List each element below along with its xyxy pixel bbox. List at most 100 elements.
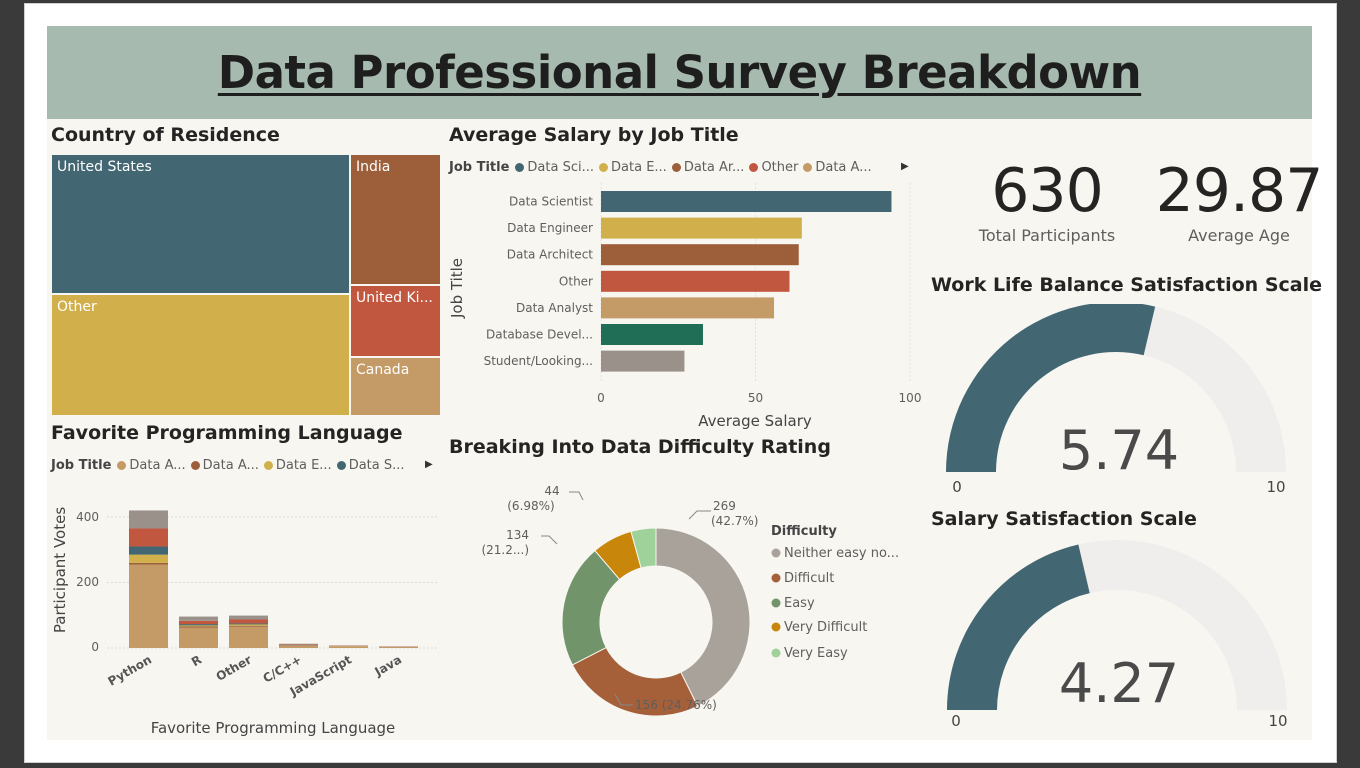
report-page: Data Professional Survey Breakdown Count…	[24, 3, 1337, 763]
legend-item[interactable]: Data A...	[117, 458, 186, 473]
language-bar-segment[interactable]	[229, 624, 268, 626]
language-bar-segment[interactable]	[329, 646, 368, 648]
donut-slice[interactable]	[655, 527, 751, 707]
age-value: 29.87	[1155, 156, 1324, 226]
legend-dot	[771, 622, 781, 632]
language-bar-segment[interactable]	[129, 528, 168, 547]
language-bar-segment[interactable]	[179, 624, 218, 626]
language-ylabel: Participant Votes	[51, 507, 69, 633]
language-title: Favorite Programming Language	[51, 422, 403, 444]
treemap-cell-united-states[interactable]: United States	[51, 154, 350, 294]
language-bar-segment[interactable]	[129, 546, 168, 555]
treemap-cell-india[interactable]: India	[350, 154, 441, 285]
donut-slice[interactable]	[571, 646, 699, 717]
salarysat-visual[interactable]: Salary Satisfaction Scale 4.27 0 10	[931, 508, 1311, 736]
legend-dot	[671, 163, 681, 172]
treemap-cell-united-kingdom[interactable]: United Ki...	[350, 285, 441, 357]
salary-visual[interactable]: Average Salary by Job Title Job Title Da…	[449, 124, 939, 436]
treemap-cell-other[interactable]: Other	[51, 294, 350, 416]
language-stacked-chart: Participant Votes 400 200 0 Python R Other…	[51, 507, 439, 737]
legend-item[interactable]: Other	[749, 160, 798, 175]
language-bar-segment[interactable]	[229, 615, 268, 620]
legend-dot	[803, 163, 813, 172]
difficulty-donut-chart: 269 (42.7%) 156 (24.76%) 134 (21.2...) 4…	[481, 484, 899, 717]
donut-label-neither-count: 269	[713, 499, 736, 513]
language-bar-segment[interactable]	[229, 623, 268, 625]
language-bar-segment[interactable]	[129, 554, 168, 563]
legend-dot	[336, 461, 346, 470]
legend-dot	[263, 461, 273, 470]
legend-dot	[190, 461, 200, 470]
legend-dot	[771, 598, 781, 608]
salary-category-label: Data Scientist	[509, 195, 593, 209]
salary-xlabel: Average Salary	[698, 412, 812, 430]
legend-next-arrow-icon[interactable]: ▶	[425, 459, 433, 470]
legend-label[interactable]: Neither easy no...	[784, 546, 899, 561]
legend-dot	[771, 573, 781, 583]
salary-bar[interactable]	[601, 191, 892, 212]
country-visual[interactable]: Country of Residence United States Other…	[51, 124, 441, 416]
kpi-participants: 630 Total Participants	[947, 156, 1147, 246]
salary-bar[interactable]	[601, 350, 685, 372]
language-bar-segment[interactable]	[129, 564, 168, 648]
legend-item[interactable]: Data Sci...	[515, 160, 594, 175]
legend-item[interactable]: Data E...	[599, 160, 667, 175]
language-bar-segment[interactable]	[179, 620, 218, 625]
language-legend: Job Title Data A... Data A... Data E... …	[51, 458, 410, 473]
language-bar-segment[interactable]	[279, 646, 318, 648]
gauge-min: 0	[951, 712, 961, 730]
legend-dot	[771, 548, 781, 558]
language-bar-segment[interactable]	[129, 562, 168, 565]
legend-label[interactable]: Very Difficult	[784, 620, 867, 635]
donut-label-difficult: 156 (24.76%)	[635, 698, 717, 712]
language-bar-segment[interactable]	[179, 627, 218, 648]
treemap-cell-canada[interactable]: Canada	[350, 357, 441, 416]
legend-title: Job Title	[449, 160, 510, 175]
legend-item[interactable]: Data A...	[803, 160, 872, 175]
legend-label[interactable]: Difficult	[784, 571, 834, 586]
legend-label: Data A...	[129, 458, 186, 473]
report-canvas: Data Professional Survey Breakdown Count…	[47, 26, 1323, 740]
language-bar-segment[interactable]	[379, 647, 418, 648]
salary-bar[interactable]	[601, 270, 790, 292]
treemap-label: Canada	[356, 362, 410, 378]
language-bar-segment[interactable]	[279, 643, 318, 645]
language-bar-segment[interactable]	[179, 625, 218, 627]
salary-bar[interactable]	[601, 217, 802, 239]
participants-value: 630	[991, 156, 1104, 226]
kpi-age: 29.87 Average Age	[1139, 156, 1339, 246]
language-bar-segment[interactable]	[279, 644, 318, 646]
language-ytick: 400	[76, 510, 99, 524]
salary-bar[interactable]	[601, 324, 703, 345]
legend-item[interactable]: Data E...	[263, 458, 332, 473]
legend-item[interactable]: Data A...	[190, 458, 259, 473]
difficulty-title: Breaking Into Data Difficulty Rating	[449, 436, 831, 458]
legend-item[interactable]: Data Ar...	[671, 160, 744, 175]
language-bar-segment[interactable]	[229, 619, 268, 624]
difficulty-visual[interactable]: Breaking Into Data Difficulty Rating 269…	[449, 436, 929, 736]
donut-label-neither-pct: (42.7%)	[711, 514, 758, 528]
language-bar-segment[interactable]	[229, 626, 268, 648]
age-label: Average Age	[1188, 226, 1290, 245]
salary-bar[interactable]	[601, 244, 799, 266]
language-xlabel: Favorite Programming Language	[151, 719, 396, 737]
language-bar-segment[interactable]	[179, 626, 218, 628]
salarysat-title: Salary Satisfaction Scale	[931, 508, 1197, 530]
legend-label[interactable]: Easy	[784, 596, 815, 611]
language-category-label: Java	[371, 652, 404, 679]
legend-title: Job Title	[51, 458, 112, 473]
legend-item[interactable]: Data S...	[336, 458, 405, 473]
donut-label-easy-count: 134	[506, 528, 529, 542]
donut-slice[interactable]	[630, 527, 657, 569]
salary-bar[interactable]	[601, 297, 775, 319]
gauge-value-arc	[946, 304, 1156, 472]
legend-next-arrow-icon[interactable]: ▶	[901, 161, 909, 172]
legend-label[interactable]: Very Easy	[784, 646, 848, 661]
language-ytick: 200	[76, 575, 99, 589]
language-bar-segment[interactable]	[179, 616, 218, 621]
language-bar-segment[interactable]	[129, 510, 168, 529]
worklife-visual[interactable]: Work Life Balance Satisfaction Scale 5.7…	[931, 274, 1322, 499]
language-bar-segment[interactable]	[229, 625, 268, 627]
treemap-label: Other	[57, 299, 97, 315]
language-visual[interactable]: Favorite Programming Language Job Title …	[51, 422, 441, 740]
